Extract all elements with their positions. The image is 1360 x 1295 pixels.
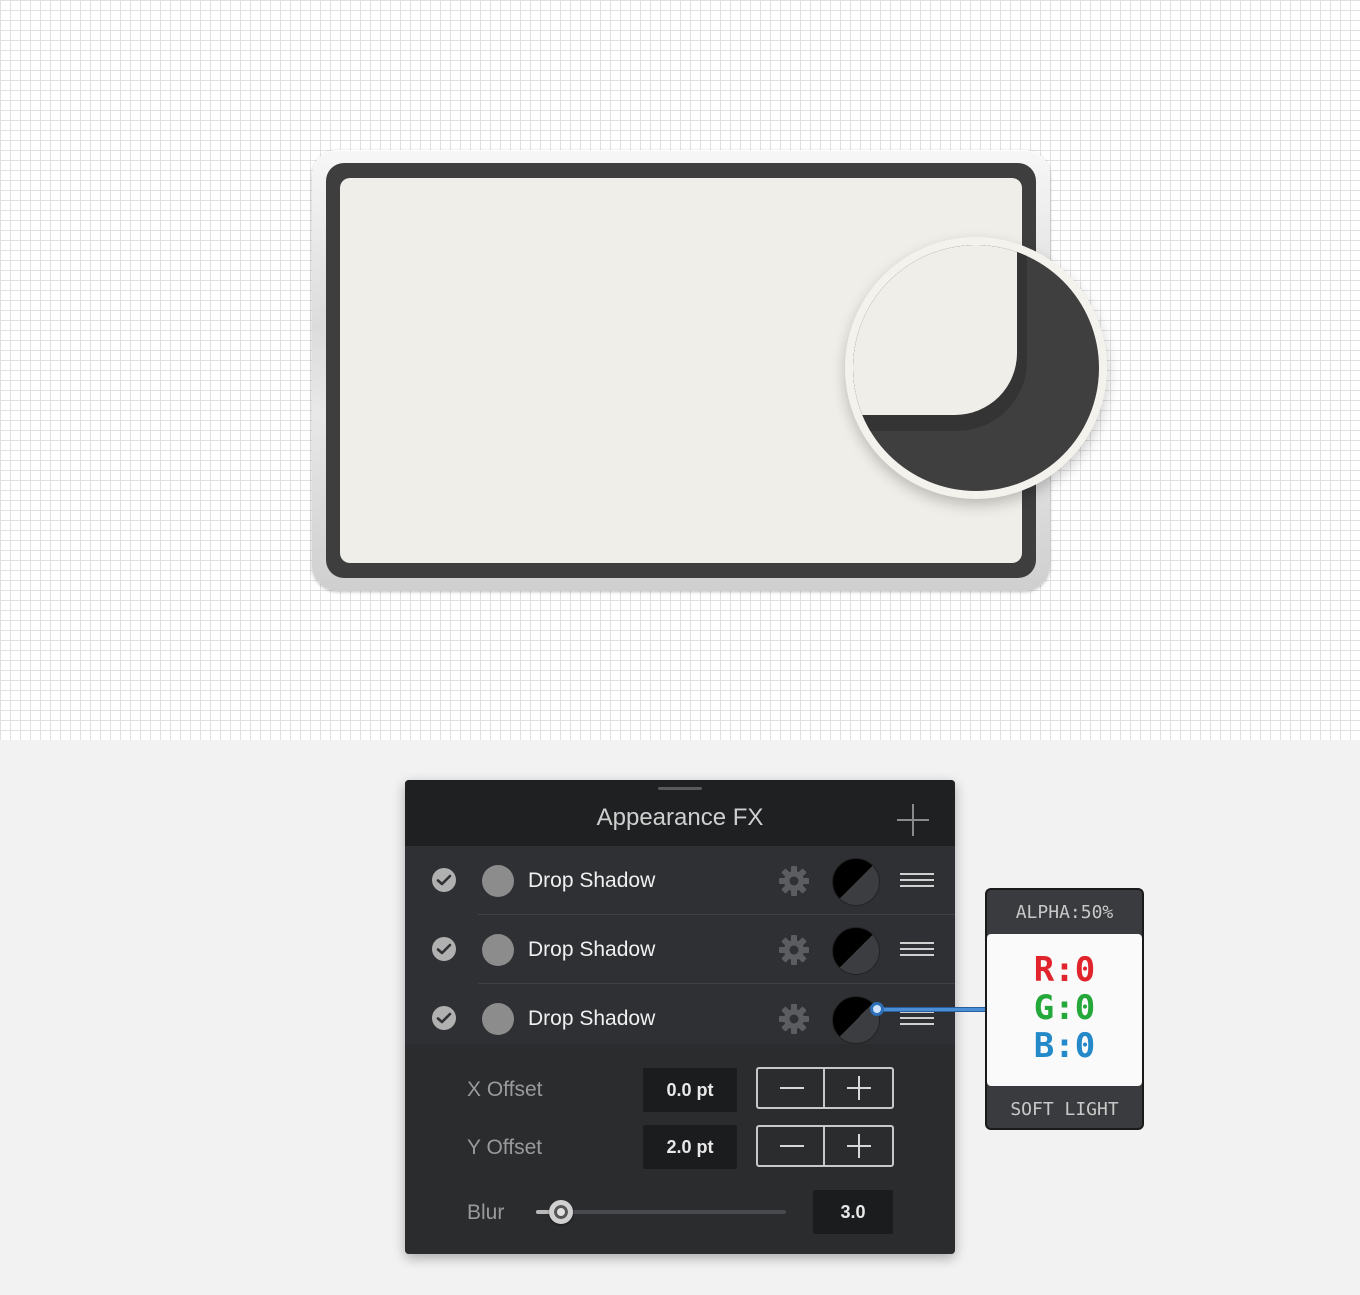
zoom-screen-detail <box>853 245 1017 415</box>
gear-icon[interactable] <box>777 1002 811 1036</box>
x-offset-label: X Offset <box>467 1078 543 1101</box>
alpha-readout: ALPHA:50% <box>1015 902 1114 923</box>
y-offset-field[interactable]: 2.0 pt <box>643 1125 737 1169</box>
tooltip-connector <box>876 1007 988 1012</box>
reorder-handle-icon[interactable] <box>900 1011 934 1027</box>
blur-slider[interactable] <box>536 1200 786 1224</box>
y-offset-label: Y Offset <box>467 1136 543 1159</box>
minus-icon <box>780 1087 804 1089</box>
x-offset-field[interactable]: 0.0 pt <box>643 1068 737 1112</box>
effect-row[interactable]: Drop Shadow <box>405 984 955 1053</box>
red-value: R:0 <box>1033 950 1096 990</box>
effect-label: Drop Shadow <box>528 1007 656 1030</box>
effects-list: Drop Shadow <box>405 846 955 1044</box>
blend-mode-icon[interactable] <box>832 927 880 975</box>
reorder-handle-icon[interactable] <box>900 942 934 958</box>
effect-color-swatch[interactable] <box>482 934 514 966</box>
y-offset-stepper <box>756 1125 894 1167</box>
add-effect-button[interactable] <box>897 804 929 836</box>
rgb-readout: R:0 G:0 B:0 <box>987 934 1142 1086</box>
effect-color-swatch[interactable] <box>482 1003 514 1035</box>
effect-enabled-checkbox[interactable] <box>432 1006 456 1030</box>
effect-label: Drop Shadow <box>528 869 656 892</box>
effect-row[interactable]: Drop Shadow <box>405 846 955 915</box>
y-offset-increment-button[interactable] <box>825 1127 892 1165</box>
blend-mode-readout: SOFT LIGHT <box>1010 1099 1119 1120</box>
check-icon <box>436 943 452 955</box>
y-offset-decrement-button[interactable] <box>758 1127 825 1165</box>
gear-icon[interactable] <box>777 864 811 898</box>
row-divider <box>478 983 955 984</box>
effect-label: Drop Shadow <box>528 938 656 961</box>
appearance-panel: Appearance FX Drop Shadow <box>405 780 955 1254</box>
reorder-handle-icon[interactable] <box>900 873 934 889</box>
panel-drag-grip[interactable] <box>658 787 702 790</box>
effect-enabled-checkbox[interactable] <box>432 868 456 892</box>
blur-slider-knob[interactable] <box>549 1200 573 1224</box>
tooltip-anchor-dot <box>870 1002 884 1016</box>
x-offset-increment-button[interactable] <box>825 1069 892 1107</box>
check-icon <box>436 874 452 886</box>
x-offset-stepper <box>756 1067 894 1109</box>
x-offset-decrement-button[interactable] <box>758 1069 825 1107</box>
panel-header: Appearance FX <box>405 780 955 846</box>
blur-slider-fill <box>536 1210 561 1214</box>
effect-row[interactable]: Drop Shadow <box>405 915 955 984</box>
panel-title: Appearance FX <box>596 804 764 831</box>
effect-color-swatch[interactable] <box>482 865 514 897</box>
check-icon <box>436 1012 452 1024</box>
minus-icon <box>780 1145 804 1147</box>
row-divider <box>478 914 955 915</box>
gear-icon[interactable] <box>777 933 811 967</box>
blue-value: B:0 <box>1033 1026 1096 1066</box>
green-value: G:0 <box>1033 988 1096 1028</box>
artboard-canvas <box>0 0 1360 740</box>
blend-mode-icon[interactable] <box>832 858 880 906</box>
blur-field[interactable]: 3.0 <box>813 1190 893 1234</box>
effect-enabled-checkbox[interactable] <box>432 937 456 961</box>
color-tooltip: ALPHA:50% R:0 G:0 B:0 SOFT LIGHT <box>985 888 1144 1130</box>
zoom-magnifier <box>845 237 1107 499</box>
blur-label: Blur <box>467 1201 505 1224</box>
